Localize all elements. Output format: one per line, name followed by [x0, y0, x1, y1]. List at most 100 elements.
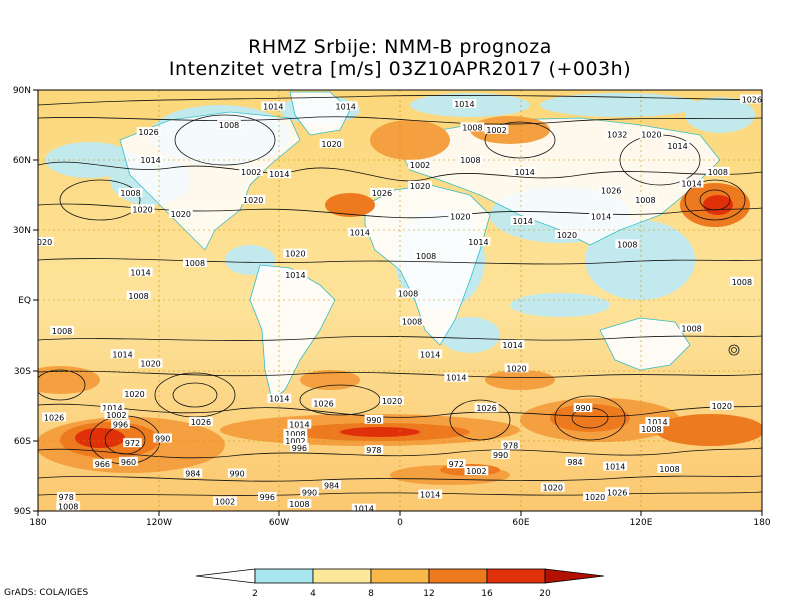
isobar-label: 1008	[56, 501, 81, 511]
isobar-label-box	[510, 216, 535, 225]
isobar-label-box	[464, 466, 489, 476]
isobar-label-text: 1008	[58, 502, 78, 511]
lat-label: 90S	[14, 507, 31, 517]
lon-label: 180	[753, 518, 770, 528]
isobar-label-text: 1002	[486, 126, 506, 135]
isobar-label: 990	[227, 468, 247, 479]
isobar-label-text: 1014	[591, 212, 611, 221]
isobar-label: 1014	[128, 267, 153, 277]
isobar-label: 1020	[283, 248, 308, 259]
isobar-label-text: 1014	[269, 170, 289, 179]
isobar-label-box	[283, 248, 308, 258]
isobar-label-text: 1002	[215, 498, 235, 507]
isobar-label-text: 1020	[32, 238, 52, 247]
isobar-label: 1008	[657, 463, 682, 474]
isobar-label-box	[138, 155, 163, 165]
isobar-label-text: 1008	[617, 240, 637, 249]
isobar-label-text: 1026	[138, 128, 158, 137]
isobar-label: 1002	[408, 159, 432, 170]
isobar-label: 1014	[267, 393, 292, 404]
isobar-label: 1008	[679, 323, 704, 334]
isobar-label-text: 990	[229, 470, 244, 479]
colorbar-tick-label: 4	[310, 589, 316, 599]
isobar-label: 990	[300, 487, 319, 497]
isobar-label-text: 978	[503, 442, 518, 451]
isobar-label-text: 1014	[130, 268, 150, 277]
isobar-label-box	[183, 258, 207, 268]
lat-label: 30N	[13, 226, 31, 236]
isobar-label: 1020	[709, 400, 734, 411]
isobar-label-box	[605, 487, 630, 497]
isobar-label: 972	[123, 438, 142, 448]
isobar-label-box	[217, 120, 241, 130]
isobar-label-box	[484, 124, 509, 134]
isobar-label: 1020	[32, 237, 54, 247]
isobar-label-text: 1020	[557, 231, 577, 240]
isobar-label: 996	[258, 492, 277, 502]
isobar-label-box	[287, 499, 312, 508]
isobar-label-box	[364, 414, 384, 424]
isobar-label-text: 1014	[420, 350, 440, 359]
colorbar-segment	[486, 568, 546, 584]
isobar-label-text: 1014	[140, 156, 160, 165]
isobar-label: 1020	[380, 396, 404, 406]
isobar-label: 978	[501, 440, 520, 451]
isobar-label-text: 1008	[681, 325, 701, 334]
isobar-label: 984	[565, 456, 585, 467]
isobar-label-box	[501, 440, 520, 450]
isobar-label: 960	[119, 456, 138, 467]
isobar-label-text: 1020	[410, 182, 430, 191]
isobar-label: 996	[290, 442, 309, 453]
isobar-label-text: 1014	[468, 238, 488, 247]
isobar-label: 1014	[444, 372, 469, 383]
isobar-label: 1020	[122, 389, 147, 399]
isobar-label-box	[189, 417, 213, 427]
isobar-label: 1008	[730, 276, 754, 287]
colorbar-tick-label: 2	[252, 589, 258, 599]
isobar-label-text: 1020	[243, 196, 263, 205]
isobar-label-text: 1008	[416, 252, 436, 261]
isobar-label: 1014	[500, 339, 525, 350]
isobar-label-box	[267, 169, 292, 179]
isobar-label: 1008	[183, 258, 207, 268]
isobar-label: 1026	[42, 412, 66, 422]
isobar-label-box	[56, 492, 76, 501]
isobar-label: 1008	[50, 325, 74, 336]
isobar-label-text: 972	[125, 439, 140, 448]
isobar-label: 1008	[217, 120, 241, 130]
isobar-label: 1008	[400, 316, 424, 327]
isobar-label-box	[639, 424, 664, 434]
isobar-label: 1020	[555, 230, 579, 240]
isobar-label: 1002	[213, 496, 237, 507]
isobar-label: 1026	[189, 417, 213, 427]
isobar-label-box	[466, 237, 491, 246]
isobar-label-text: 990	[155, 435, 170, 444]
colorbar-segment	[312, 568, 372, 584]
isobar-label-text: 1014	[681, 180, 701, 189]
isobar-label-box	[351, 503, 376, 511]
isobar-lines	[38, 95, 762, 496]
isobar-label-text: 972	[449, 460, 464, 469]
isobar-label: 984	[322, 480, 341, 490]
isobar-label-text: 1026	[313, 399, 333, 408]
isobar-label: 1002	[283, 435, 308, 446]
isobar-label: 1014	[679, 178, 704, 189]
isobar-label-box	[605, 129, 630, 139]
isobar-label-text: 1014	[112, 350, 132, 359]
isobar-label-text: 1020	[450, 212, 470, 221]
isobar-label-text: 1020	[321, 140, 341, 149]
isobar-label: 1014	[510, 216, 535, 226]
isobar-label-box	[100, 403, 125, 413]
isobar-label: 1020	[540, 482, 565, 493]
isobar-label: 990	[573, 403, 593, 413]
isobar-label-text: 1020	[285, 250, 305, 259]
lat-label: 30S	[14, 367, 31, 377]
isobar-label-box	[380, 396, 404, 406]
isobar-label-box	[396, 288, 420, 298]
isobar-label-box	[287, 419, 312, 429]
isobar-label: 1026	[370, 187, 394, 198]
isobar-label-box	[311, 398, 336, 408]
isobar-label-text: 1020	[124, 390, 144, 399]
isobar-label-text: 1008	[398, 290, 418, 299]
isobar-label-text: 1008	[641, 425, 661, 434]
